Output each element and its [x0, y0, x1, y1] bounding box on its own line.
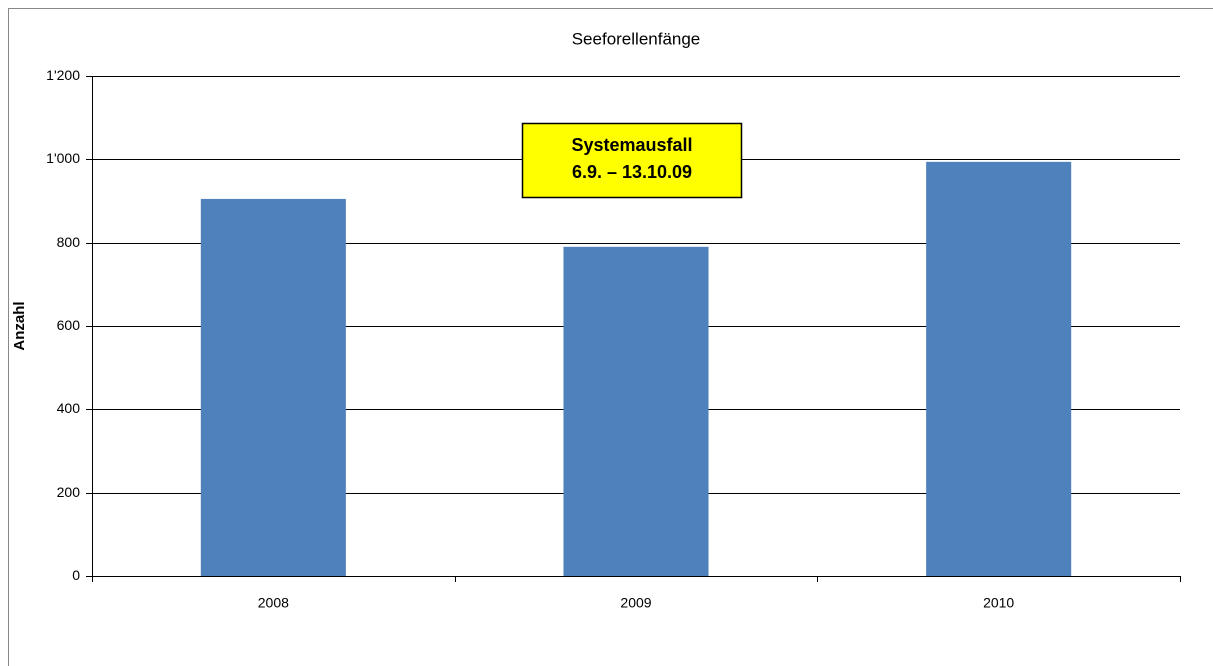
y-tick-label: 400	[57, 400, 81, 416]
y-tick-label: 0	[72, 567, 80, 583]
annotation-box	[521, 122, 743, 199]
y-tick-label: 1'200	[46, 67, 80, 83]
bar	[926, 161, 1072, 577]
bar	[563, 246, 709, 577]
y-tick-label: 1'000	[46, 150, 80, 166]
y-tick-label: 200	[57, 484, 81, 500]
x-tick-label: 2008	[258, 595, 289, 611]
chart-title: Seeforellenfänge	[572, 29, 701, 48]
y-axis-label: Anzahl	[11, 301, 28, 350]
annotation-text: 6.9. – 13.10.09	[572, 162, 692, 182]
x-tick-label: 2009	[620, 595, 651, 611]
y-tick-label: 800	[57, 234, 81, 250]
bar	[200, 198, 346, 576]
annotation-text: Systemausfall	[571, 135, 692, 155]
y-tick-label: 600	[57, 317, 81, 333]
x-tick-label: 2010	[983, 595, 1014, 611]
